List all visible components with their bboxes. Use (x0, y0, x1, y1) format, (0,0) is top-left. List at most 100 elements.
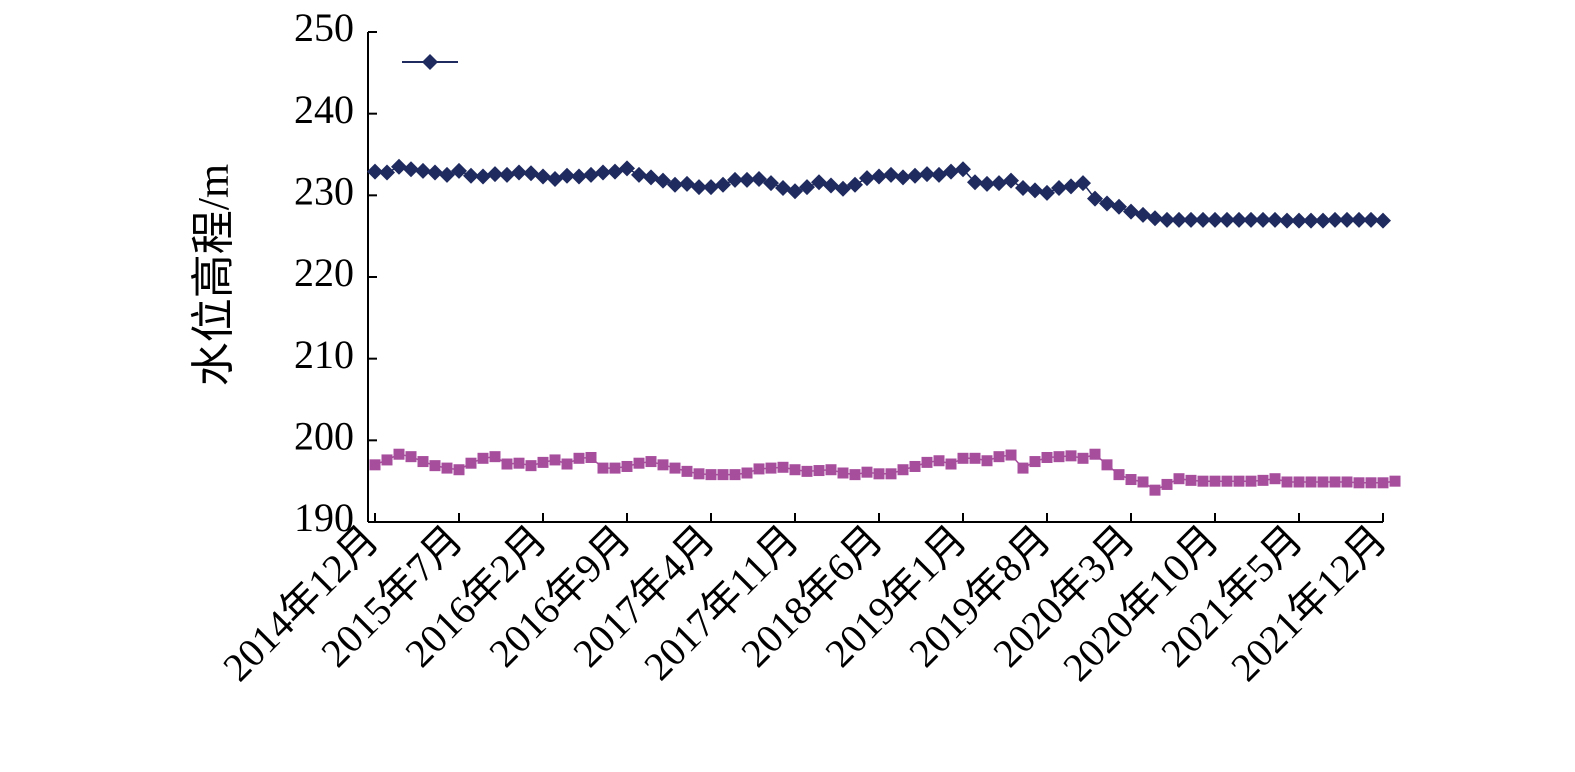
data-point (909, 460, 921, 472)
series-layer (367, 158, 1401, 496)
data-point (571, 168, 587, 185)
data-point (441, 462, 453, 474)
data-point (957, 452, 969, 464)
data-point (1365, 477, 1377, 489)
data-point (417, 456, 429, 468)
data-point (1363, 211, 1379, 228)
data-point (1161, 478, 1173, 490)
data-point (1221, 475, 1233, 487)
y-tick-label: 220 (294, 250, 354, 295)
data-point (933, 455, 945, 467)
data-point (873, 468, 885, 480)
data-point (871, 168, 887, 185)
data-point (969, 452, 981, 464)
data-point (583, 166, 599, 183)
data-point (1029, 456, 1041, 468)
data-point (619, 160, 635, 177)
data-point (655, 172, 671, 189)
data-point (991, 175, 1007, 192)
data-point (859, 170, 875, 187)
data-point (1065, 450, 1077, 462)
data-point (993, 451, 1005, 463)
data-point (1113, 469, 1125, 481)
data-point (847, 176, 863, 193)
data-point (463, 167, 479, 184)
data-point (691, 179, 707, 196)
data-point (1171, 211, 1187, 228)
data-point (453, 464, 465, 476)
data-point (1353, 477, 1365, 489)
data-point (439, 166, 455, 183)
data-point (895, 169, 911, 186)
data-point (849, 469, 861, 481)
data-point (487, 166, 503, 183)
data-point (403, 161, 419, 178)
data-point (775, 179, 791, 196)
data-point (787, 183, 803, 200)
data-point (1063, 178, 1079, 195)
data-point (1149, 484, 1161, 496)
data-point (1389, 475, 1401, 487)
data-point (499, 166, 515, 183)
data-point (561, 458, 573, 470)
data-point (1027, 182, 1043, 199)
data-point (631, 166, 647, 183)
data-point (1051, 179, 1067, 196)
data-point (801, 465, 813, 477)
data-point (367, 163, 383, 180)
data-point (1351, 211, 1367, 228)
data-point (657, 459, 669, 471)
data-point (609, 462, 621, 474)
data-point (1303, 212, 1319, 229)
data-point (1329, 476, 1341, 488)
data-point (427, 164, 443, 181)
data-point (1219, 211, 1235, 228)
data-point (729, 469, 741, 481)
data-point (1231, 211, 1247, 228)
data-point (981, 455, 993, 467)
data-point (369, 459, 381, 471)
data-point (405, 451, 417, 463)
data-point (643, 169, 659, 186)
data-point (621, 460, 633, 472)
y-tick-label: 240 (294, 87, 354, 132)
data-point (511, 164, 527, 181)
axes: 1902002102202302402502014年12月2015年7月2016… (214, 5, 1395, 690)
data-point (1041, 451, 1053, 463)
data-point (451, 162, 467, 179)
data-point (1053, 451, 1065, 463)
data-point (813, 465, 825, 477)
data-point (811, 174, 827, 191)
data-point (585, 451, 597, 463)
data-point (501, 458, 513, 470)
data-point (1137, 476, 1149, 488)
data-point (1077, 452, 1089, 464)
data-point (763, 175, 779, 192)
data-point (559, 167, 575, 184)
data-point (535, 168, 551, 185)
data-point (1125, 474, 1137, 486)
data-point (633, 457, 645, 469)
data-point (777, 461, 789, 473)
y-tick-label: 210 (294, 332, 354, 377)
data-point (547, 171, 563, 187)
data-point (681, 465, 693, 477)
data-point (1101, 459, 1113, 471)
data-point (943, 163, 959, 180)
data-point (465, 457, 477, 469)
data-point (1003, 172, 1019, 189)
data-point (1017, 462, 1029, 474)
data-point (703, 179, 719, 196)
data-point (1135, 206, 1151, 223)
data-point (1209, 475, 1221, 487)
data-point (415, 162, 431, 179)
data-point (393, 448, 405, 460)
data-point (825, 464, 837, 476)
data-point (739, 171, 755, 188)
data-point (1207, 211, 1223, 228)
data-point (1089, 448, 1101, 460)
data-point (1279, 212, 1295, 229)
data-point (475, 168, 491, 185)
data-point (645, 456, 657, 468)
data-point (669, 462, 681, 474)
